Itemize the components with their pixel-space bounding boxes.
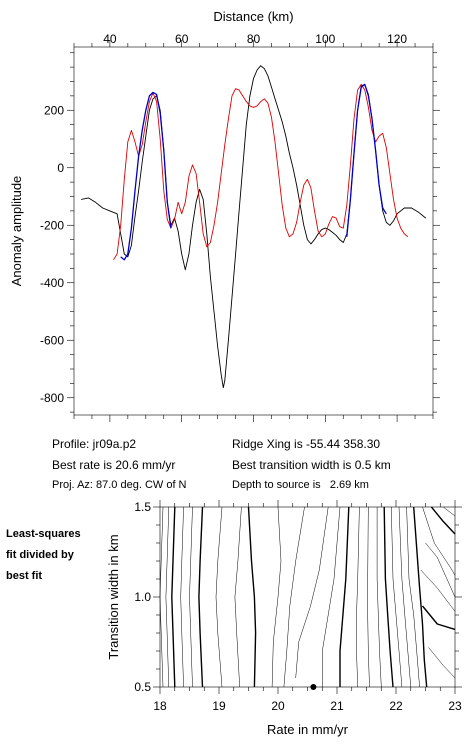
x-tick-label: 40 [103, 32, 117, 46]
y-tick-label: -400 [40, 276, 64, 290]
series-line-2 [120, 91, 172, 261]
contour-y-tick-label: 0.5 [134, 680, 151, 694]
contour-line-22 [422, 506, 456, 576]
best-width-label: Best transition width is 0.5 km [232, 458, 391, 472]
contour-line-24 [420, 569, 456, 612]
y-axis-title: Anomaly amplitude [9, 176, 24, 287]
contour-line-10 [283, 506, 305, 688]
series-line-3 [346, 83, 387, 237]
contour-x-tick-label: 19 [212, 699, 226, 713]
contour-x-tick-label: 18 [153, 699, 167, 713]
contour-line-18 [391, 506, 403, 688]
contour-line-4 [189, 506, 193, 688]
contour-description-line-3: best fit [6, 570, 43, 582]
contour-line-1 [165, 506, 170, 688]
y-tick-label: -800 [40, 391, 64, 405]
contour-line-23 [425, 542, 456, 598]
contour-x-tick-label: 20 [271, 699, 285, 713]
contour-line-7 [234, 506, 242, 688]
misfit-contour-chart: 18 19 20 21 22 23 0.5 1.0 1.5 Rate in mm/yr Transi… [106, 500, 462, 737]
series-line-1 [113, 83, 409, 261]
x-tick-label: 120 [387, 32, 407, 46]
contour-line-28 [443, 506, 456, 517]
contour-description-line-1: Least-squares [6, 528, 81, 540]
contour-line-2 [171, 506, 176, 688]
y-tick-label: 0 [57, 161, 64, 175]
contour-line-0 [159, 506, 164, 688]
y-tick-label: 200 [44, 103, 64, 117]
contour-line-15 [367, 506, 370, 688]
contour-line-19 [398, 506, 412, 688]
x-tick-label: 60 [175, 32, 189, 46]
contour-line-13 [339, 506, 350, 687]
best-fit-marker [310, 684, 317, 690]
contour-y-tick-label: 1.5 [134, 500, 151, 514]
contour-line-8 [247, 506, 257, 688]
x-tick-label: 100 [315, 32, 335, 46]
contour-y-axis-title: Transition width in km [106, 534, 121, 659]
y-tick-label: -200 [40, 218, 64, 232]
contour-line-25 [421, 605, 456, 631]
contour-line-5 [198, 506, 204, 688]
contour-line-3 [180, 506, 184, 688]
best-rate-label: Best rate is 20.6 mm/yr [52, 458, 176, 472]
anomaly-profile-chart: 40 60 80 100 120 200 0 -200 -400 -600 -800 Distance… [9, 9, 440, 422]
contour-x-tick-label: 23 [448, 699, 462, 713]
contour-line-27 [430, 506, 456, 535]
profile-label: Profile: jr09a.p2 [52, 437, 137, 451]
contour-line-11 [295, 506, 329, 679]
series-line-0 [81, 65, 427, 389]
contour-line-6 [215, 506, 223, 688]
contour-x-axis-title: Rate in mm/yr [267, 722, 349, 737]
source-depth-label: Depth to source is 2.69 km [232, 479, 369, 491]
contour-x-tick-label: 22 [389, 699, 403, 713]
x-axis-title: Distance (km) [213, 9, 293, 24]
contour-line-9 [271, 506, 282, 688]
contour-description: Least-squares fit divided by best fit [6, 524, 116, 587]
contour-frame [159, 506, 456, 688]
contour-line-12 [322, 506, 341, 687]
contour-description-line-2: fit divided by [6, 549, 74, 561]
contour-line-17 [383, 506, 394, 688]
contour-line-16 [376, 507, 382, 688]
y-tick-label: -600 [40, 333, 64, 347]
projection-azimuth-label: Proj. Az: 87.0 deg. CW of N [52, 479, 187, 491]
contour-line-26 [428, 647, 456, 679]
ridge-crossing-label: Ridge Xing is -55.44 358.30 [232, 437, 381, 451]
contour-line-20 [406, 506, 420, 688]
contour-line-14 [356, 506, 360, 688]
plot-frame [73, 46, 434, 416]
contour-line-21 [413, 506, 428, 688]
x-tick-label: 80 [247, 32, 261, 46]
contour-y-tick-label: 1.0 [134, 590, 151, 604]
contour-x-tick-label: 21 [330, 699, 344, 713]
